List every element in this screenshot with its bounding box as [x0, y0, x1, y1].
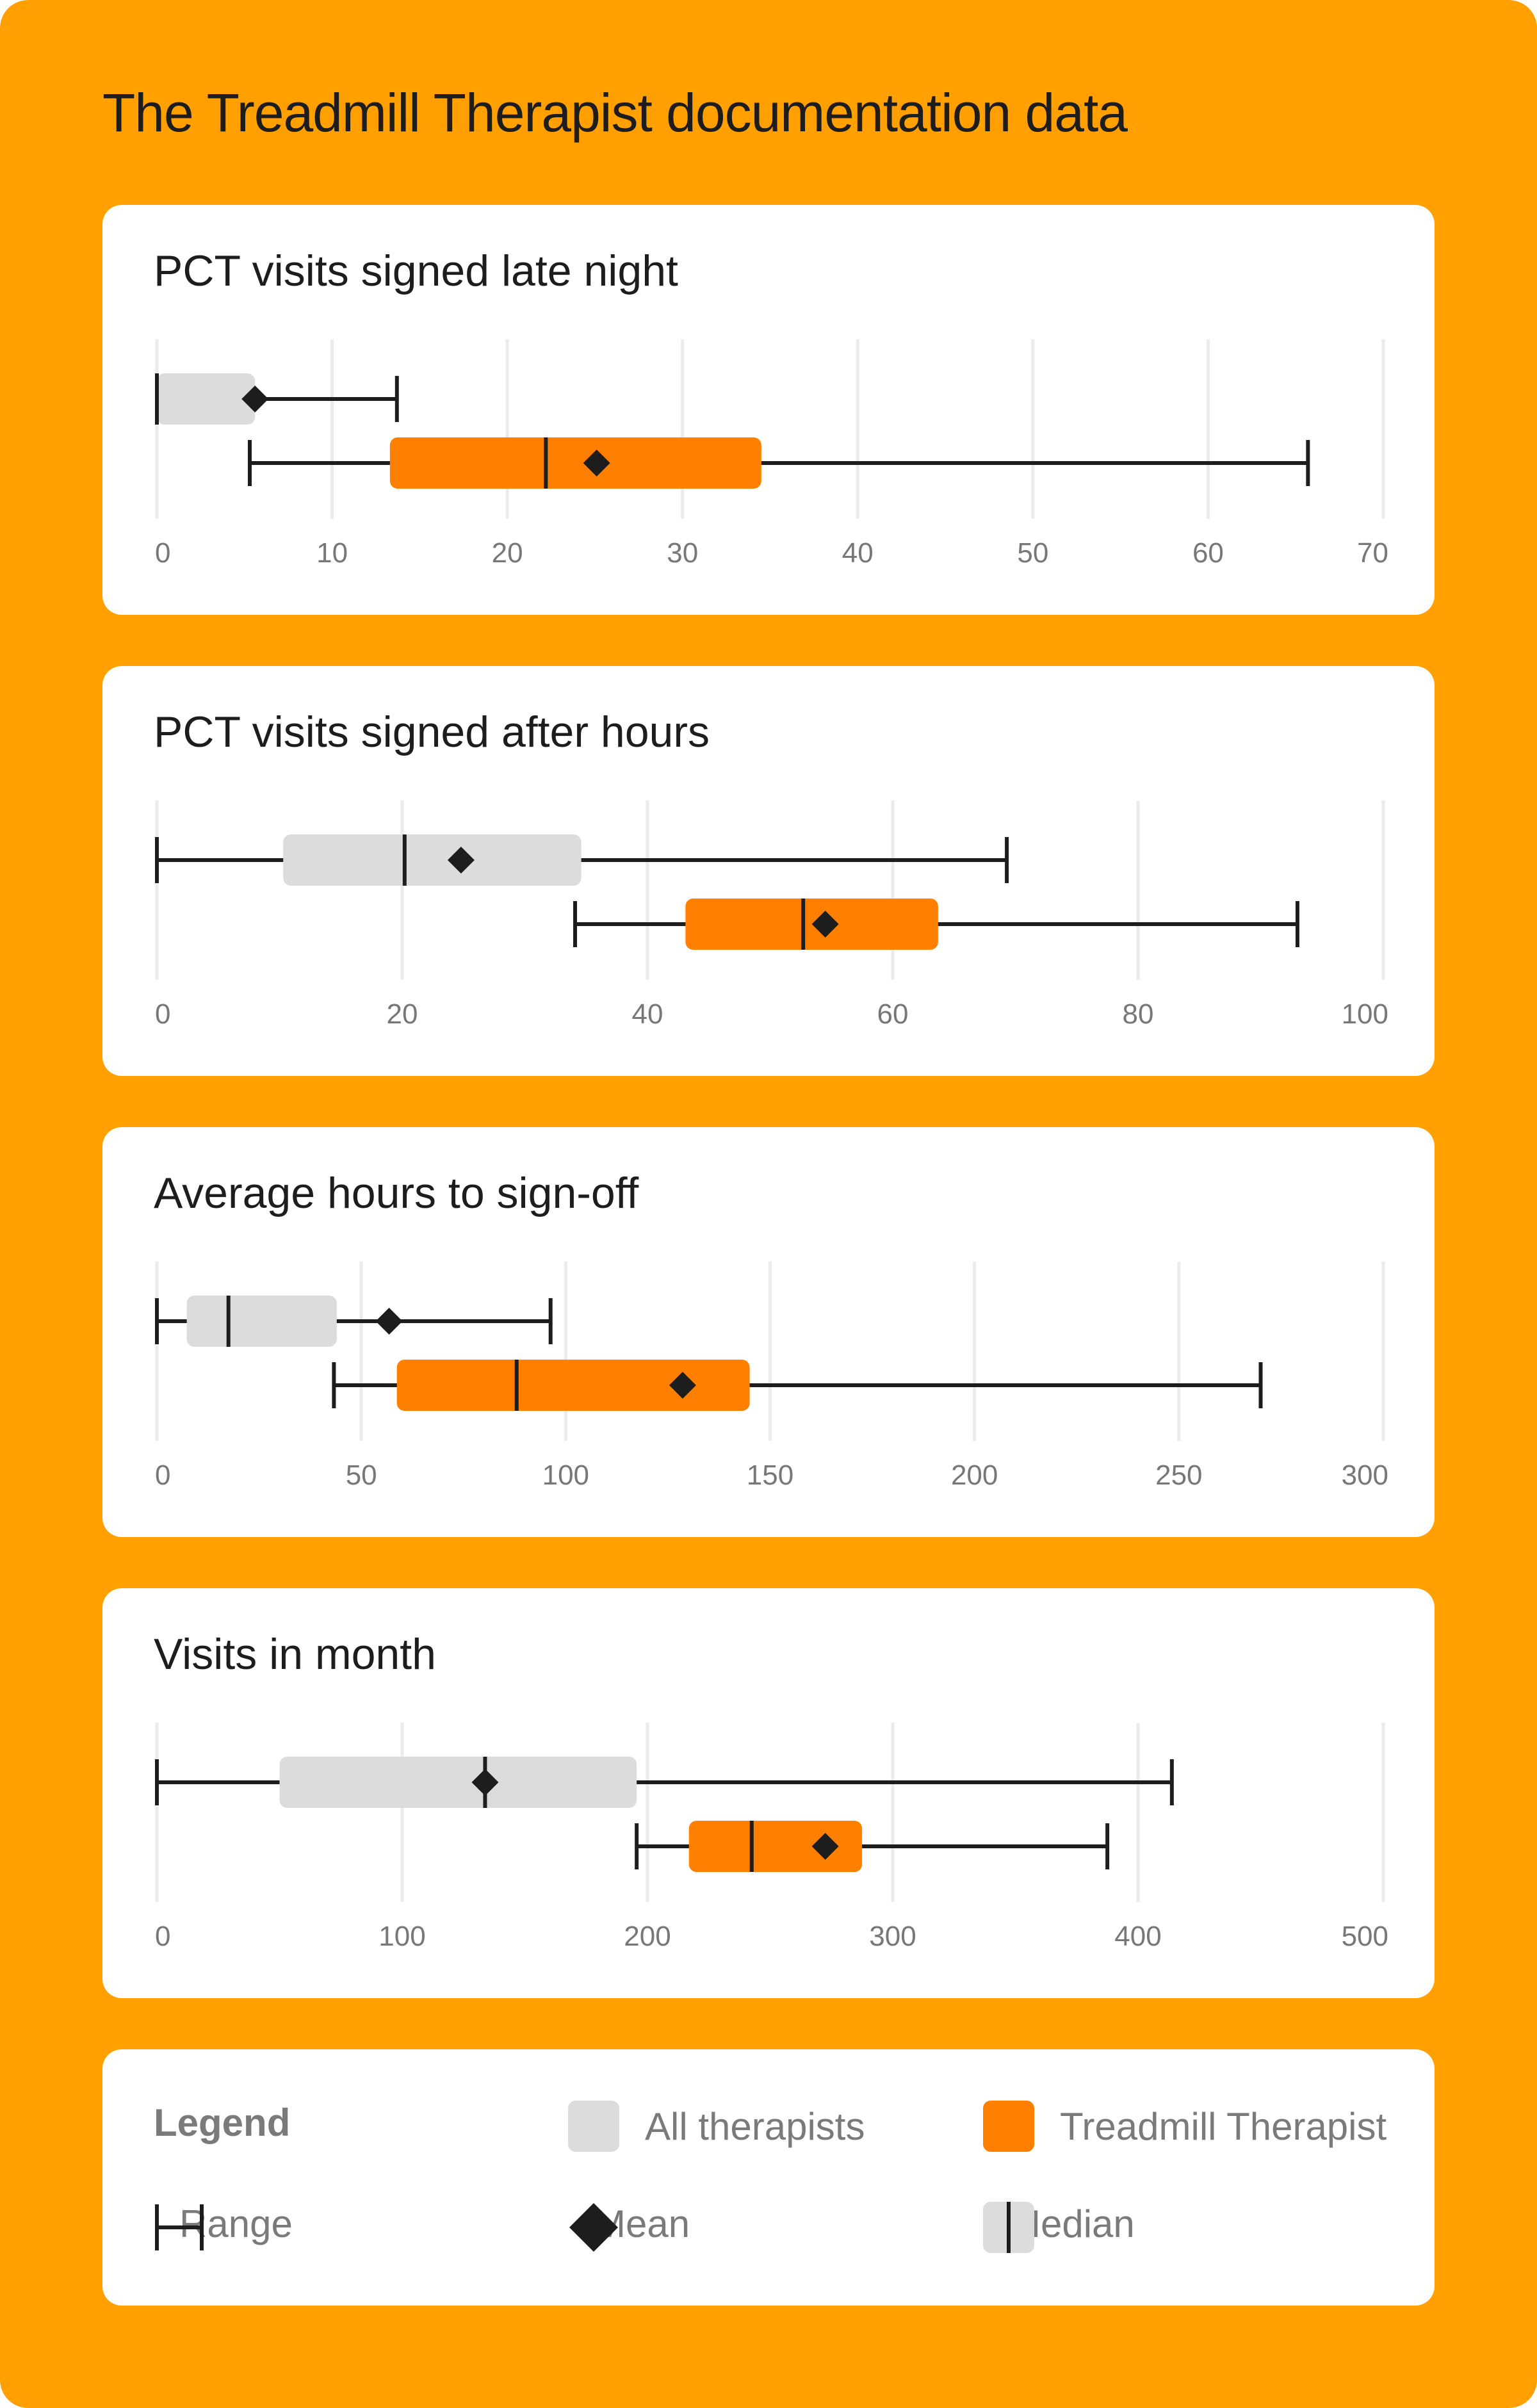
legend-title: Legend	[154, 2101, 291, 2144]
series-treadmill-therapist	[635, 1821, 1110, 1872]
page-title: The Treadmill Therapist documentation da…	[102, 83, 1128, 143]
chart-title: Average hours to sign-off	[154, 1169, 639, 1217]
legend-treadmill-therapist-label: Treadmill Therapist	[1060, 2104, 1387, 2148]
iqr-box	[279, 1757, 637, 1808]
iqr-box	[283, 834, 581, 886]
mean-marker	[447, 847, 475, 874]
series-all-therapists	[155, 1296, 553, 1347]
boxplot-chart: 0 20 40 60 80 100	[155, 801, 1388, 1030]
chart-card-visits-in-month: Visits in month 0 100 200 300 400 500	[102, 1588, 1435, 1998]
all-therapists-swatch	[568, 2101, 619, 2152]
iqr-box	[396, 1360, 750, 1411]
series-all-therapists	[155, 1757, 1174, 1808]
treadmill-therapist-swatch	[983, 2101, 1034, 2152]
legend-all-therapists: All therapists	[568, 2101, 865, 2152]
series-treadmill-therapist	[573, 899, 1299, 950]
legend-range: Range	[154, 2202, 293, 2250]
chart-title: PCT visits signed late night	[154, 247, 678, 295]
x-tick-label: 10	[316, 537, 348, 569]
chart-title: PCT visits signed after hours	[154, 708, 710, 756]
x-tick-label: 60	[877, 998, 909, 1030]
mean-marker	[811, 911, 839, 938]
legend-range-label: Range	[179, 2202, 293, 2245]
x-tick-label: 60	[1192, 537, 1224, 569]
chart-card-after-hours: PCT visits signed after hours 0 20 40 60 80 1…	[102, 666, 1435, 1076]
legend-card: Legend All therapists Treadmill Therapis…	[102, 2049, 1435, 2306]
x-tick-label: 100	[542, 1460, 589, 1491]
legend-treadmill-therapist: Treadmill Therapist	[983, 2101, 1387, 2152]
boxplot-chart: 0 10 20 30 40 50 60 70	[155, 339, 1388, 569]
x-tick-label: 100	[378, 1921, 425, 1952]
mean-marker	[471, 1769, 499, 1796]
boxplot-chart: 0 100 200 300 400 500	[155, 1723, 1388, 1952]
x-tick-label: 40	[632, 998, 663, 1030]
mean-marker	[669, 1372, 696, 1399]
x-tick-label: 150	[747, 1460, 793, 1491]
series-treadmill-therapist	[247, 437, 1310, 489]
x-tick-label: 80	[1123, 998, 1154, 1030]
iqr-box	[157, 373, 256, 425]
series-all-therapists	[155, 373, 399, 425]
series-treadmill-therapist	[332, 1360, 1263, 1411]
chart-card-hours-to-sign-off: Average hours to sign-off 0 50 100 150 200 25…	[102, 1127, 1435, 1537]
series-all-therapists	[155, 834, 1009, 886]
boxplot-chart: 0 50 100 150 200 250 300	[155, 1262, 1388, 1491]
chart-card-late-night: PCT visits signed late night 0 10 20 30 40 50…	[102, 205, 1435, 615]
mean-marker	[811, 1833, 839, 1860]
mean-marker	[375, 1308, 403, 1335]
x-tick-label: 0	[155, 998, 170, 1030]
range-icon	[155, 2204, 204, 2250]
x-tick-label: 20	[492, 537, 523, 569]
x-tick-label: 100	[1342, 998, 1388, 1030]
x-tick-label: 0	[155, 1921, 170, 1952]
chart-title: Visits in month	[154, 1630, 436, 1679]
median-icon	[983, 2202, 1034, 2253]
x-tick-label: 30	[667, 537, 698, 569]
x-tick-label: 250	[1155, 1460, 1202, 1491]
legend-all-therapists-label: All therapists	[645, 2104, 865, 2148]
x-tick-label: 200	[624, 1921, 671, 1952]
x-tick-label: 300	[869, 1921, 916, 1952]
x-tick-label: 50	[1017, 537, 1048, 569]
x-tick-label: 0	[155, 537, 170, 569]
x-tick-label: 70	[1357, 537, 1388, 569]
x-tick-label: 40	[842, 537, 874, 569]
iqr-box	[389, 437, 761, 489]
x-tick-label: 20	[387, 998, 418, 1030]
x-tick-label: 50	[346, 1460, 377, 1491]
mean-diamond-icon	[569, 2203, 618, 2252]
legend-median: Median	[983, 2202, 1135, 2253]
iqr-box	[186, 1296, 337, 1347]
x-tick-label: 400	[1114, 1921, 1161, 1952]
x-tick-label: 500	[1342, 1921, 1388, 1952]
mean-marker	[583, 450, 610, 476]
iqr-box	[688, 1821, 863, 1872]
x-tick-label: 300	[1342, 1460, 1388, 1491]
iqr-box	[685, 899, 938, 950]
x-tick-label: 0	[155, 1460, 170, 1491]
legend-mean: Mean	[568, 2202, 690, 2252]
x-tick-label: 200	[951, 1460, 998, 1491]
mean-marker	[241, 386, 269, 412]
